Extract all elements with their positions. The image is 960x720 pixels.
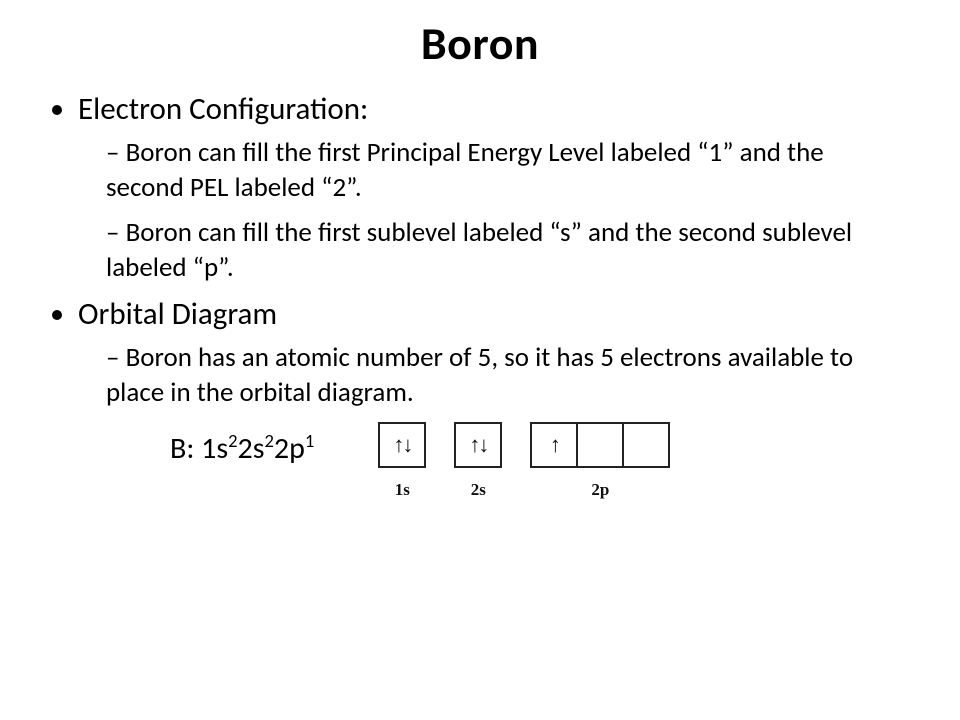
bullet-l2-sublevel: Boron can fill the first sublevel labele… <box>106 215 920 285</box>
bullet-list: Electron Configuration: Boron can fill t… <box>54 90 920 410</box>
slide: Boron Electron Configuration: Boron can … <box>0 0 960 720</box>
bullet-l1-text: Orbital Diagram <box>78 295 277 333</box>
config-mid2: 2p <box>274 430 305 467</box>
bullet-sublist-1: Boron can fill the first Principal Energ… <box>78 135 920 285</box>
orbital-diagram: ↑↓ 1s ↑↓ 2s ↑ 2p <box>378 420 670 500</box>
slide-title: Boron <box>40 16 920 72</box>
orbital-boxes: ↑↓ <box>378 422 426 468</box>
bullet-l2-atomic-number: Boron has an atomic number of 5, so it h… <box>106 340 920 410</box>
orbital-boxes: ↑↓ <box>454 422 502 468</box>
config-mid1: 2s <box>238 430 265 467</box>
bullet-l1-text: Electron Configuration: <box>78 90 368 128</box>
orbital-label: 2p <box>591 480 609 500</box>
orbital-boxes: ↑ <box>530 422 670 468</box>
orbital-label: 1s <box>395 480 410 500</box>
orbital-group-1s: ↑↓ 1s <box>378 422 426 500</box>
orbital-box: ↑↓ <box>454 422 502 468</box>
bullet-l1-orbital-diagram: Orbital Diagram Boron has an atomic numb… <box>78 295 920 410</box>
config-sup1: 2 <box>228 429 237 452</box>
config-row: B: 1s22s22p1 ↑↓1s↑↓2s↑2p <box>170 420 920 500</box>
orbital-box: ↑↓ <box>378 422 426 468</box>
config-sup2: 2 <box>264 429 273 452</box>
orbital-box: ↑ <box>530 422 578 468</box>
bullet-l1-electron-config: Electron Configuration: Boron can fill t… <box>78 90 920 285</box>
orbital-group-2s: ↑↓ 2s <box>454 422 502 500</box>
bullet-l2-pel: Boron can fill the first Principal Energ… <box>106 135 920 205</box>
config-sup3: 1 <box>305 429 314 452</box>
config-prefix: B: 1s <box>170 430 228 467</box>
orbital-group-2p: ↑ 2p <box>530 422 670 500</box>
electron-config-notation: B: 1s22s22p1 <box>170 420 314 467</box>
orbital-box <box>622 422 670 468</box>
orbital-box <box>576 422 624 468</box>
orbital-label: 2s <box>471 480 486 500</box>
bullet-sublist-2: Boron has an atomic number of 5, so it h… <box>78 340 920 410</box>
